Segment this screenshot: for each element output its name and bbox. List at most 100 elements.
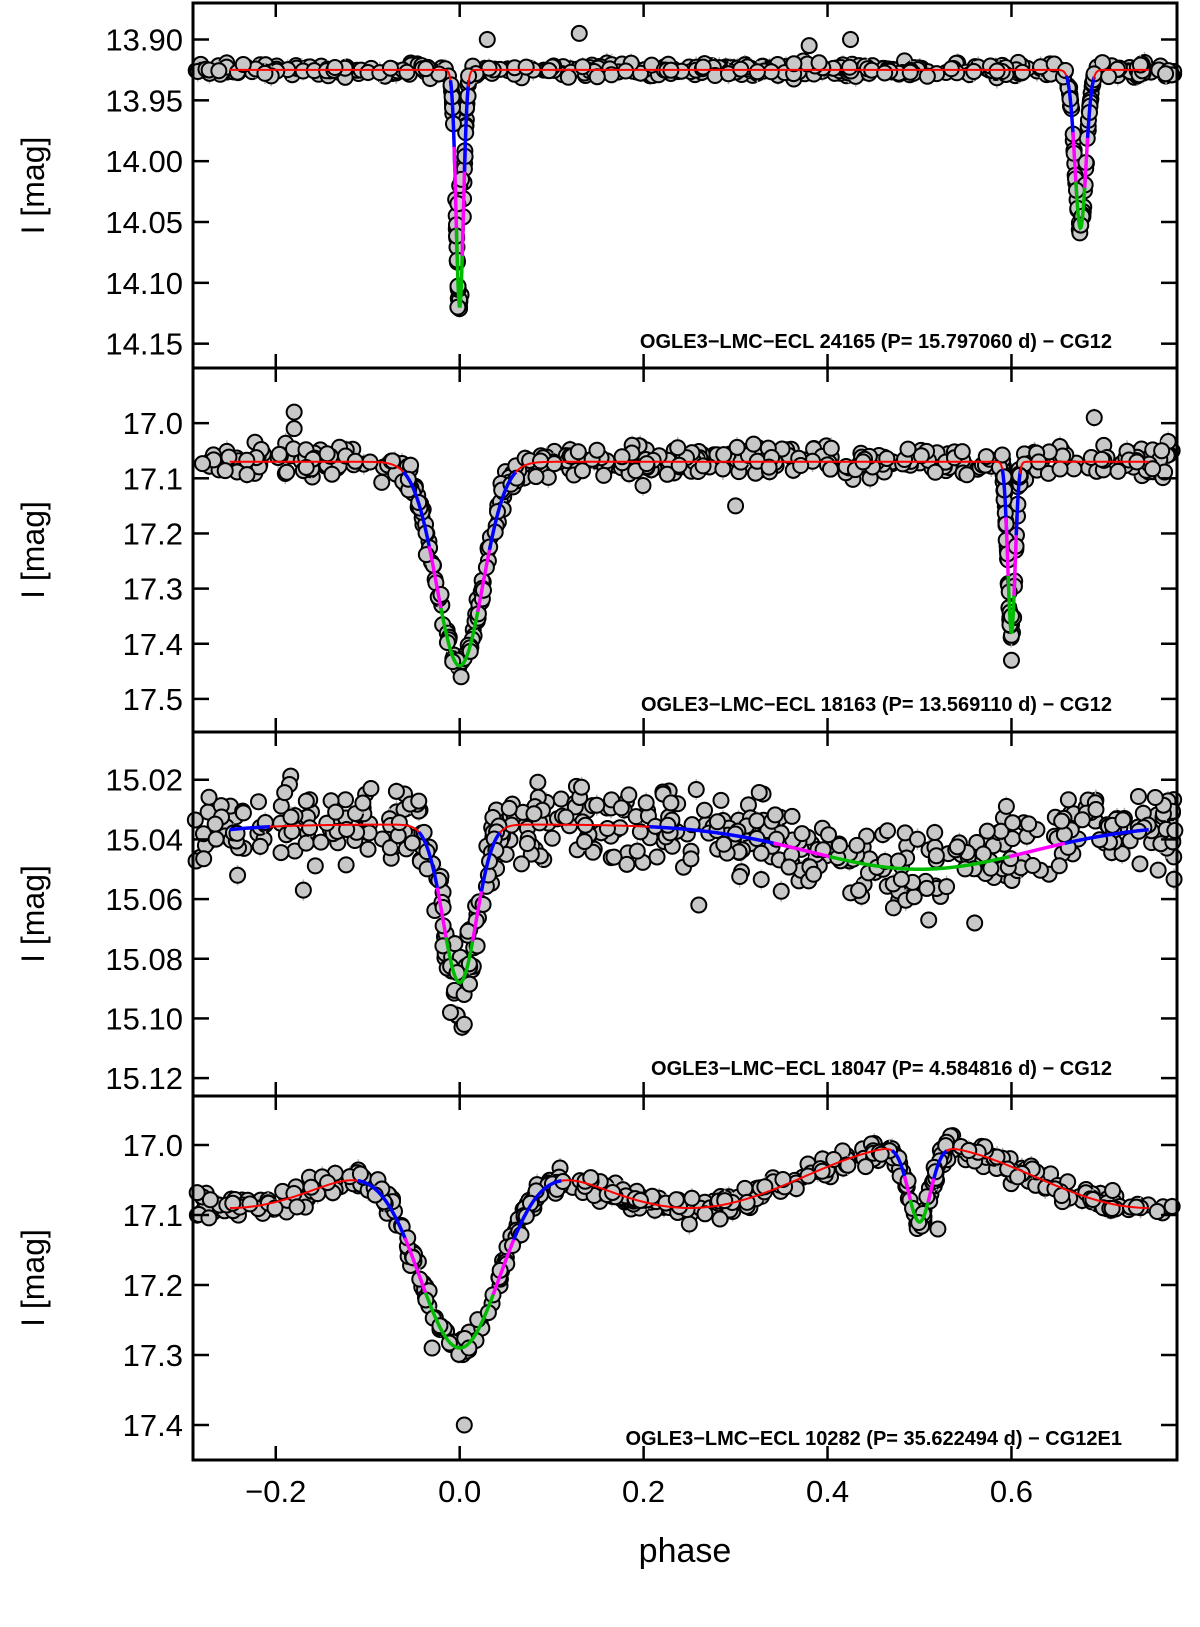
data-point — [559, 68, 577, 86]
data-point — [276, 784, 294, 802]
data-point — [266, 1199, 284, 1217]
model-segment — [1064, 827, 1149, 846]
data-point — [573, 462, 591, 480]
data-point — [667, 1191, 685, 1209]
data-point — [977, 448, 995, 466]
data-point — [820, 826, 838, 844]
data-point — [297, 458, 315, 476]
data-point — [545, 455, 563, 473]
y-axis-ticks-10282: 17.0 17.1 17.2 17.3 17.4 — [123, 1096, 1177, 1460]
data-point — [648, 848, 666, 866]
data-point — [1165, 870, 1183, 888]
data-point — [588, 68, 606, 86]
data-point — [920, 911, 938, 929]
data-point — [326, 59, 344, 77]
data-point — [988, 62, 1006, 80]
data-point — [637, 794, 655, 812]
data-point — [517, 58, 535, 76]
data-point — [780, 858, 798, 876]
data-point — [750, 783, 768, 801]
y-tick-label: 17.2 — [123, 516, 183, 551]
model-segment — [828, 854, 1011, 871]
model-segment — [269, 823, 421, 834]
model-segment — [475, 545, 492, 613]
data-point — [848, 836, 866, 854]
x-tick-label: 0.0 — [438, 1474, 481, 1509]
data-point — [238, 466, 256, 484]
data-point — [452, 668, 470, 686]
y-tick-label: 17.4 — [123, 1408, 183, 1443]
data-point — [381, 59, 399, 77]
model-segment — [499, 823, 650, 834]
data-point — [588, 441, 606, 459]
model-segment — [229, 1179, 359, 1209]
data-point — [1024, 856, 1042, 874]
data-point — [1073, 811, 1091, 829]
y-tick-label: 17.1 — [123, 1198, 183, 1233]
data-point — [783, 807, 801, 825]
star-annotation-18047: OGLE3−LMC−ECL 18047 (P= 4.584816 d) − CG… — [651, 1058, 1112, 1080]
data-point — [359, 840, 377, 858]
data-point — [670, 456, 688, 474]
model-segment — [467, 68, 1068, 87]
data-point — [1148, 1202, 1166, 1220]
data-point — [748, 63, 766, 81]
data-point — [618, 855, 636, 873]
data-point — [402, 456, 420, 474]
model-segment — [454, 228, 465, 308]
data-points-18163 — [194, 403, 1181, 686]
data-point — [251, 837, 269, 855]
data-point — [195, 850, 213, 868]
data-point — [1032, 58, 1050, 76]
model-segment — [890, 1149, 907, 1180]
model-segment — [908, 1199, 931, 1224]
data-point — [200, 788, 218, 806]
data-point — [958, 466, 976, 484]
data-point — [1129, 788, 1147, 806]
data-point — [272, 844, 290, 862]
data-point — [206, 815, 224, 833]
x-tick-label: 0.6 — [990, 1474, 1033, 1509]
data-point — [785, 55, 803, 73]
data-point — [557, 808, 575, 826]
data-point — [1085, 409, 1103, 427]
panel-ecl-18163: 17.0 17.1 17.2 17.3 17.4 17.5 I [mag] OGLE3−L… — [15, 366, 1181, 734]
model-segment — [403, 1237, 428, 1296]
data-point — [285, 420, 303, 438]
data-points-10282 — [188, 1127, 1181, 1434]
data-point — [857, 1158, 875, 1176]
data-point — [948, 838, 966, 856]
model-curve-18047 — [229, 823, 1149, 985]
data-point — [892, 870, 910, 888]
model-segment — [514, 460, 1004, 475]
model-segment — [470, 887, 484, 942]
y-tick-label: 17.1 — [123, 461, 183, 496]
y-tick-label: 15.08 — [105, 942, 183, 977]
data-point — [997, 797, 1015, 815]
data-point — [1020, 815, 1038, 833]
data-point — [318, 814, 336, 832]
data-point — [712, 791, 730, 809]
model-segment — [932, 1149, 949, 1180]
data-point — [711, 1210, 729, 1228]
model-segment — [444, 936, 476, 985]
y-tick-label: 17.4 — [123, 627, 183, 662]
data-point — [993, 446, 1011, 464]
data-point — [762, 63, 780, 81]
model-segment — [926, 1175, 937, 1204]
data-point — [351, 1165, 369, 1183]
data-point — [410, 792, 428, 810]
data-point — [249, 793, 267, 811]
data-point — [200, 1209, 218, 1227]
y-tick-label: 17.3 — [123, 572, 183, 607]
data-point — [694, 58, 712, 76]
model-segment — [1064, 75, 1076, 144]
data-point — [354, 794, 372, 812]
data-point — [383, 452, 401, 470]
panel-ecl-18047: 15.02 15.04 15.06 15.08 15.10 15.12 I [mag] O… — [15, 730, 1184, 1098]
data-point — [398, 63, 416, 81]
data-point — [966, 914, 984, 932]
data-point — [525, 805, 543, 823]
data-point — [727, 497, 745, 515]
data-point — [569, 443, 587, 461]
